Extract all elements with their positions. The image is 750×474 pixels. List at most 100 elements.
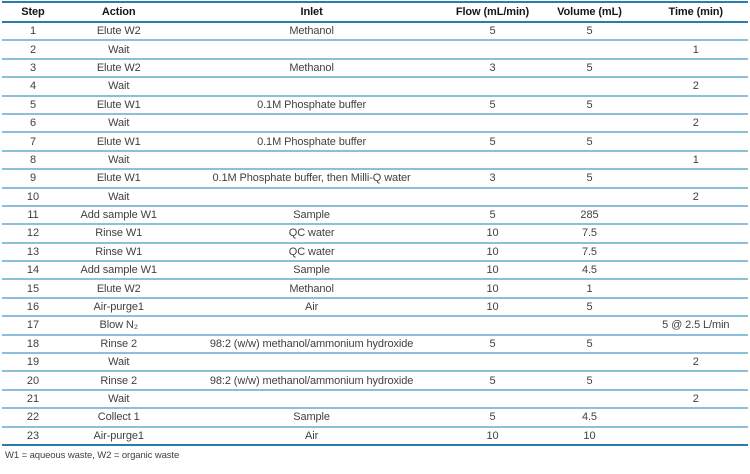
table-cell-volume: 5: [535, 297, 644, 318]
table-cell-flow: 10: [449, 242, 536, 263]
table-cell-time: 1: [643, 150, 748, 171]
table-cell-flow: [449, 40, 536, 60]
table-cell-inlet: Methanol: [173, 279, 450, 299]
table-cell-time: [643, 297, 748, 318]
table-row: 5 Elute W1 0.1M Phosphate buffer 5 5: [2, 95, 748, 115]
table-cell-action: Air-purge1: [63, 426, 174, 447]
table-cell-inlet: 0.1M Phosphate buffer: [173, 95, 450, 115]
table-cell-flow: [449, 316, 536, 336]
table-row: 20 Rinse 2 98:2 (w/w) methanol/ammonium hy…: [2, 371, 748, 391]
table-cell-action: Rinse 2: [63, 371, 174, 391]
table-cell-inlet: Methanol: [173, 22, 450, 42]
table-cell-inlet: [173, 316, 450, 336]
table-row: 11 Add sample W1 Sample 5 285: [2, 205, 748, 226]
table-row: 23 Air-purge1 Air 10 10: [2, 426, 748, 447]
table-cell-step: 7: [2, 132, 64, 152]
table-cell-inlet: Methanol: [173, 58, 450, 79]
table-row: 21 Wait 2: [2, 389, 748, 410]
table-cell-action: Rinse W1: [63, 242, 174, 263]
table-cell-flow: [449, 389, 536, 410]
table-row: 7 Elute W1 0.1M Phosphate buffer 5 5: [2, 132, 748, 152]
table-cell-inlet: [173, 77, 450, 97]
table-cell-volume: 5: [535, 58, 644, 79]
table-cell-step: 2: [2, 40, 64, 60]
table-cell-volume: 5: [535, 22, 644, 42]
table-row: 13 Rinse W1 QC water 10 7.5: [2, 242, 748, 263]
header-row: Step Action Inlet Flow (mL/min) Volume (…: [2, 1, 748, 23]
table-cell-inlet: Air: [173, 426, 450, 447]
table-cell-step: 22: [2, 408, 64, 428]
table-cell-volume: [535, 353, 644, 373]
table-cell-step: 10: [2, 187, 64, 207]
table-row: 19 Wait 2: [2, 353, 748, 373]
table-cell-step: 4: [2, 77, 64, 97]
table-cell-volume: [535, 150, 644, 171]
table-cell-action: Rinse W1: [63, 224, 174, 244]
table-footnote: W1 = aqueous waste, W2 = organic waste: [5, 449, 180, 461]
table-row: 10 Wait 2: [2, 187, 748, 207]
procedure-table-container: Step Action Inlet Flow (mL/min) Volume (…: [2, 1, 748, 461]
table-cell-inlet: [173, 389, 450, 410]
table-cell-volume: 7.5: [535, 242, 644, 263]
table-row: 17 Blow N₂ 5 @ 2.5 L/min: [2, 316, 748, 336]
table-cell-action: Wait: [63, 389, 174, 410]
table-cell-flow: 10: [449, 224, 536, 244]
table-row: 4 Wait 2: [2, 77, 748, 97]
column-header-step: Step: [2, 1, 64, 23]
table-cell-volume: 5: [535, 95, 644, 115]
table-row: 16 Air-purge1 Air 10 5: [2, 297, 748, 318]
table-cell-time: 2: [643, 187, 748, 207]
table-cell-action: Rinse 2: [63, 334, 174, 355]
table-cell-action: Elute W1: [63, 95, 174, 115]
table-cell-step: 18: [2, 334, 64, 355]
table-cell-flow: [449, 353, 536, 373]
table-row: 6 Wait 2: [2, 113, 748, 134]
table-cell-flow: 10: [449, 279, 536, 299]
table-body: 1 Elute W2 Methanol 5 5 2 Wait 1 3 Elute W2 Methan…: [2, 22, 748, 447]
table-cell-inlet: 0.1M Phosphate buffer, then Milli-Q wate…: [173, 169, 450, 189]
table-cell-volume: 7.5: [535, 224, 644, 244]
table-cell-volume: 5: [535, 169, 644, 189]
table-cell-inlet: [173, 40, 450, 60]
table-cell-action: Add sample W1: [63, 261, 174, 281]
table-cell-step: 21: [2, 389, 64, 410]
table-cell-action: Wait: [63, 187, 174, 207]
table-cell-inlet: Sample: [173, 205, 450, 226]
table-cell-time: [643, 169, 748, 189]
column-header-inlet: Inlet: [173, 1, 450, 23]
table-cell-step: 5: [2, 95, 64, 115]
table-cell-volume: 5: [535, 371, 644, 391]
table-cell-step: 3: [2, 58, 64, 79]
table-cell-time: 2: [643, 113, 748, 134]
table-cell-volume: [535, 187, 644, 207]
table-row: 8 Wait 1: [2, 150, 748, 171]
table-cell-volume: 4.5: [535, 408, 644, 428]
table-cell-step: 12: [2, 224, 64, 244]
table-row: 1 Elute W2 Methanol 5 5: [2, 22, 748, 42]
table-cell-volume: 10: [535, 426, 644, 447]
procedure-table: Step Action Inlet Flow (mL/min) Volume (…: [2, 1, 748, 447]
table-cell-flow: 5: [449, 22, 536, 42]
table-cell-time: 2: [643, 353, 748, 373]
table-cell-action: Add sample W1: [63, 205, 174, 226]
table-cell-action: Wait: [63, 353, 174, 373]
table-cell-time: 2: [643, 77, 748, 97]
table-cell-step: 16: [2, 297, 64, 318]
table-cell-action: Wait: [63, 150, 174, 171]
table-cell-time: 2: [643, 389, 748, 410]
table-cell-step: 13: [2, 242, 64, 263]
table-cell-time: [643, 95, 748, 115]
table-cell-step: 9: [2, 169, 64, 189]
table-cell-inlet: 98:2 (w/w) methanol/ammonium hydroxide: [173, 334, 450, 355]
table-cell-time: [643, 334, 748, 355]
table-cell-flow: [449, 77, 536, 97]
table-cell-flow: 5: [449, 408, 536, 428]
table-cell-action: Elute W1: [63, 169, 174, 189]
table-cell-flow: 5: [449, 132, 536, 152]
table-cell-inlet: QC water: [173, 224, 450, 244]
table-cell-volume: 5: [535, 132, 644, 152]
table-cell-flow: [449, 187, 536, 207]
table-cell-volume: 5: [535, 334, 644, 355]
table-cell-step: 1: [2, 22, 64, 42]
table-cell-flow: [449, 113, 536, 134]
